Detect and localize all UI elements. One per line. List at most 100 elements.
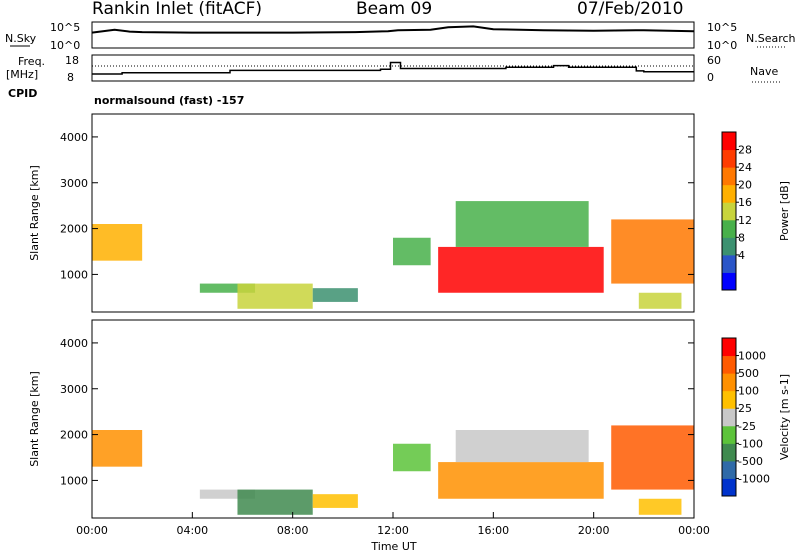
velocity-colorbar-tick-label-4: -25 — [738, 420, 756, 433]
sky-panel: N.Sky 10^5 10^0 10^5 10^0 N.Search — [5, 21, 796, 52]
velocity-panel-region-5 — [438, 462, 604, 499]
velocity-colorbar-swatch-3 — [722, 425, 736, 444]
velocity-colorbar-label: Velocity [m s-1] — [778, 374, 791, 460]
freq-label: Freq. — [18, 55, 45, 68]
xtick-label-12: 12:00 — [377, 524, 409, 537]
velocity-colorbar-swatch-7 — [722, 355, 736, 374]
power-panel-region-7 — [611, 219, 694, 284]
nsky-tick-bottom: 10^0 — [50, 39, 80, 52]
velocity-colorbar-swatch-6 — [722, 373, 736, 392]
power-panel-region-2 — [237, 283, 313, 309]
power-colorbar-swatch-0 — [722, 272, 736, 291]
nsky-series — [91, 25, 695, 34]
velocity-panel-region-0 — [92, 430, 143, 467]
power-panel-frame — [91, 113, 695, 313]
nave-tick-bottom: 0 — [707, 71, 714, 84]
power-colorbar-swatch-5 — [722, 184, 736, 203]
velocity-colorbar-swatch-1 — [722, 460, 736, 479]
velocity-colorbar-tick-label-5: -100 — [738, 437, 763, 450]
power-colorbar-swatch-6 — [722, 167, 736, 186]
power-panel-region-5 — [438, 246, 604, 293]
nsky-line — [91, 25, 695, 34]
velocity-colorbar-swatch-5 — [722, 390, 736, 409]
xtick-label-20: 20:00 — [578, 524, 610, 537]
freq-tick-bottom: 8 — [67, 71, 74, 84]
xaxis-label: Time UT — [370, 540, 416, 553]
velocity-panel-region-8 — [638, 498, 682, 515]
power-colorbar-tick-label-5: 8 — [738, 231, 745, 244]
freq-series — [92, 61, 694, 75]
power-panel-ytick-label-1: 2000 — [60, 223, 88, 236]
power-colorbar-label: Power [dB] — [778, 181, 791, 241]
velocity-colorbar-tick-label-6: -500 — [738, 455, 763, 468]
velocity-panel-region-2 — [237, 489, 313, 515]
power-panel-ytick-label-2: 3000 — [60, 177, 88, 190]
power-panel-ylabel: Slant Range [km] — [28, 165, 41, 261]
beam-title: Beam 09 — [356, 0, 432, 19]
xtick-label-16: 16:00 — [477, 524, 509, 537]
sky-frame — [91, 21, 695, 49]
freq-frame — [91, 54, 695, 82]
nsky-label: N.Sky — [5, 32, 37, 45]
nsky-tick-top: 10^5 — [50, 21, 80, 34]
power-colorbar-swatch-3 — [722, 219, 736, 238]
velocity-panel-region-1 — [199, 489, 256, 499]
power-colorbar-tick-label-0: 28 — [738, 144, 752, 157]
power-colorbar-tick-label-1: 24 — [738, 161, 752, 174]
date-title: 07/Feb/2010 — [577, 0, 683, 19]
power-colorbar-tick-label-6: 4 — [738, 249, 745, 262]
freq-panel: Freq. [MHz] 18 8 60 0 Nave CPID normalso… — [6, 54, 782, 107]
velocity-panel-ytick-label-3: 4000 — [60, 337, 88, 350]
power-colorbar-tick-label-3: 16 — [738, 196, 752, 209]
nsearch-tick-top: 10^5 — [707, 21, 737, 34]
velocity-panel-region-4 — [393, 443, 431, 472]
nave-tick-top: 60 — [707, 54, 721, 67]
velocity-panel-region-7 — [611, 425, 694, 490]
velocity-colorbar-frame — [721, 337, 737, 497]
power-colorbar-tick-label-4: 12 — [738, 214, 752, 227]
station-title: Rankin Inlet (fitACF) — [92, 0, 262, 19]
power-panel-region-8 — [638, 292, 682, 309]
velocity-colorbar-tick-label-0: 1000 — [738, 350, 766, 363]
power-colorbar-swatch-4 — [722, 202, 736, 221]
velocity-panel-region-3 — [312, 494, 358, 508]
xtick-label-4: 04:00 — [176, 524, 208, 537]
velocity-colorbar-swatch-4 — [722, 408, 736, 427]
power-colorbar-swatch-1 — [722, 254, 736, 273]
power-panel-region-0 — [92, 224, 143, 261]
freq-line — [92, 61, 694, 75]
power-panel-region-3 — [312, 288, 358, 302]
freq-unit-label: [MHz] — [6, 68, 38, 81]
freq-tick-top: 18 — [65, 54, 79, 67]
power-panel-ytick-label-0: 1000 — [60, 268, 88, 281]
power-colorbar-tick-label-2: 20 — [738, 179, 752, 192]
cpid-value: normalsound (fast) -157 — [94, 94, 244, 107]
power-colorbar-swatch-7 — [722, 149, 736, 168]
nave-label: Nave — [750, 65, 778, 78]
power-panel-region-6 — [455, 201, 589, 247]
velocity-colorbar-tick-label-1: 500 — [738, 367, 759, 380]
velocity-panel-ytick-label-0: 1000 — [60, 474, 88, 487]
xtick-label-24: 00:00 — [678, 524, 710, 537]
power-panel-ytick-label-3: 4000 — [60, 131, 88, 144]
power-panel-region-1 — [199, 283, 256, 293]
velocity-colorbar-swatch-8 — [722, 338, 736, 357]
velocity-colorbar-tick-label-3: 25 — [738, 402, 752, 415]
velocity-panel: 1000 2000 3000 4000 Slant Range [km] 1000 500 1… — [28, 319, 791, 519]
velocity-panel-region-6 — [455, 430, 589, 463]
velocity-colorbar-tick-label-2: 100 — [738, 385, 759, 398]
velocity-colorbar-swatch-0 — [722, 478, 736, 497]
power-colorbar-swatch-2 — [722, 237, 736, 256]
velocity-panel-ylabel: Slant Range [km] — [28, 371, 41, 467]
nsearch-label: N.Search — [746, 32, 796, 45]
power-colorbar-frame — [721, 131, 737, 291]
xtick-label-8: 08:00 — [277, 524, 309, 537]
velocity-panel-ytick-label-2: 3000 — [60, 383, 88, 396]
velocity-colorbar-swatch-2 — [722, 443, 736, 462]
xtick-label-0: 00:00 — [76, 524, 108, 537]
power-panel-region-4 — [393, 237, 431, 266]
nsearch-tick-bottom: 10^0 — [707, 39, 737, 52]
velocity-colorbar-tick-label-7: -1000 — [738, 472, 770, 485]
time-axis: 00:00 04:00 08:00 12:00 16:00 20:00 00:00 Time … — [76, 512, 710, 553]
